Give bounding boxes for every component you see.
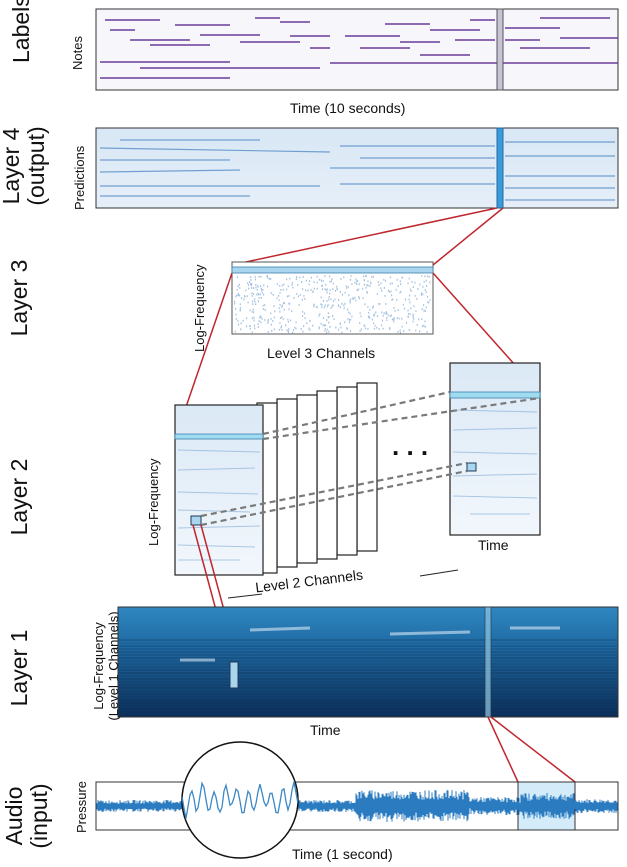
- audio-panel: [95, 741, 619, 859]
- predictions-time-slice: [496, 127, 504, 209]
- predictions-panel: [95, 127, 619, 209]
- layer2-last-map: [449, 362, 541, 536]
- ellipsis: . . .: [392, 431, 428, 461]
- layer1-time-label: Time: [310, 722, 341, 738]
- time-1s-label: Time (1 second): [292, 846, 393, 862]
- labels-panel: [95, 8, 619, 91]
- level3-channels-label: Level 3 Channels: [267, 345, 376, 361]
- level2-channels-guides: [227, 569, 459, 599]
- labels-time-slice: [496, 8, 504, 91]
- note-lines: [100, 17, 618, 79]
- time-10s-label: Time (10 seconds): [290, 100, 406, 116]
- connector-4-3: [231, 207, 504, 266]
- connector-1-audio: [487, 716, 576, 783]
- layer1-spectrogram: [117, 606, 619, 718]
- layer3-highlight-row: [231, 266, 434, 274]
- layer2-stack: [174, 362, 541, 576]
- layer3-panel: [231, 261, 434, 335]
- zoom-waveform: [182, 781, 298, 819]
- layer2-time-label: Time: [478, 537, 509, 553]
- dashed-connectors: [200, 390, 541, 527]
- layer2-first-map: [174, 404, 264, 576]
- layer1-time-slice: [484, 606, 492, 718]
